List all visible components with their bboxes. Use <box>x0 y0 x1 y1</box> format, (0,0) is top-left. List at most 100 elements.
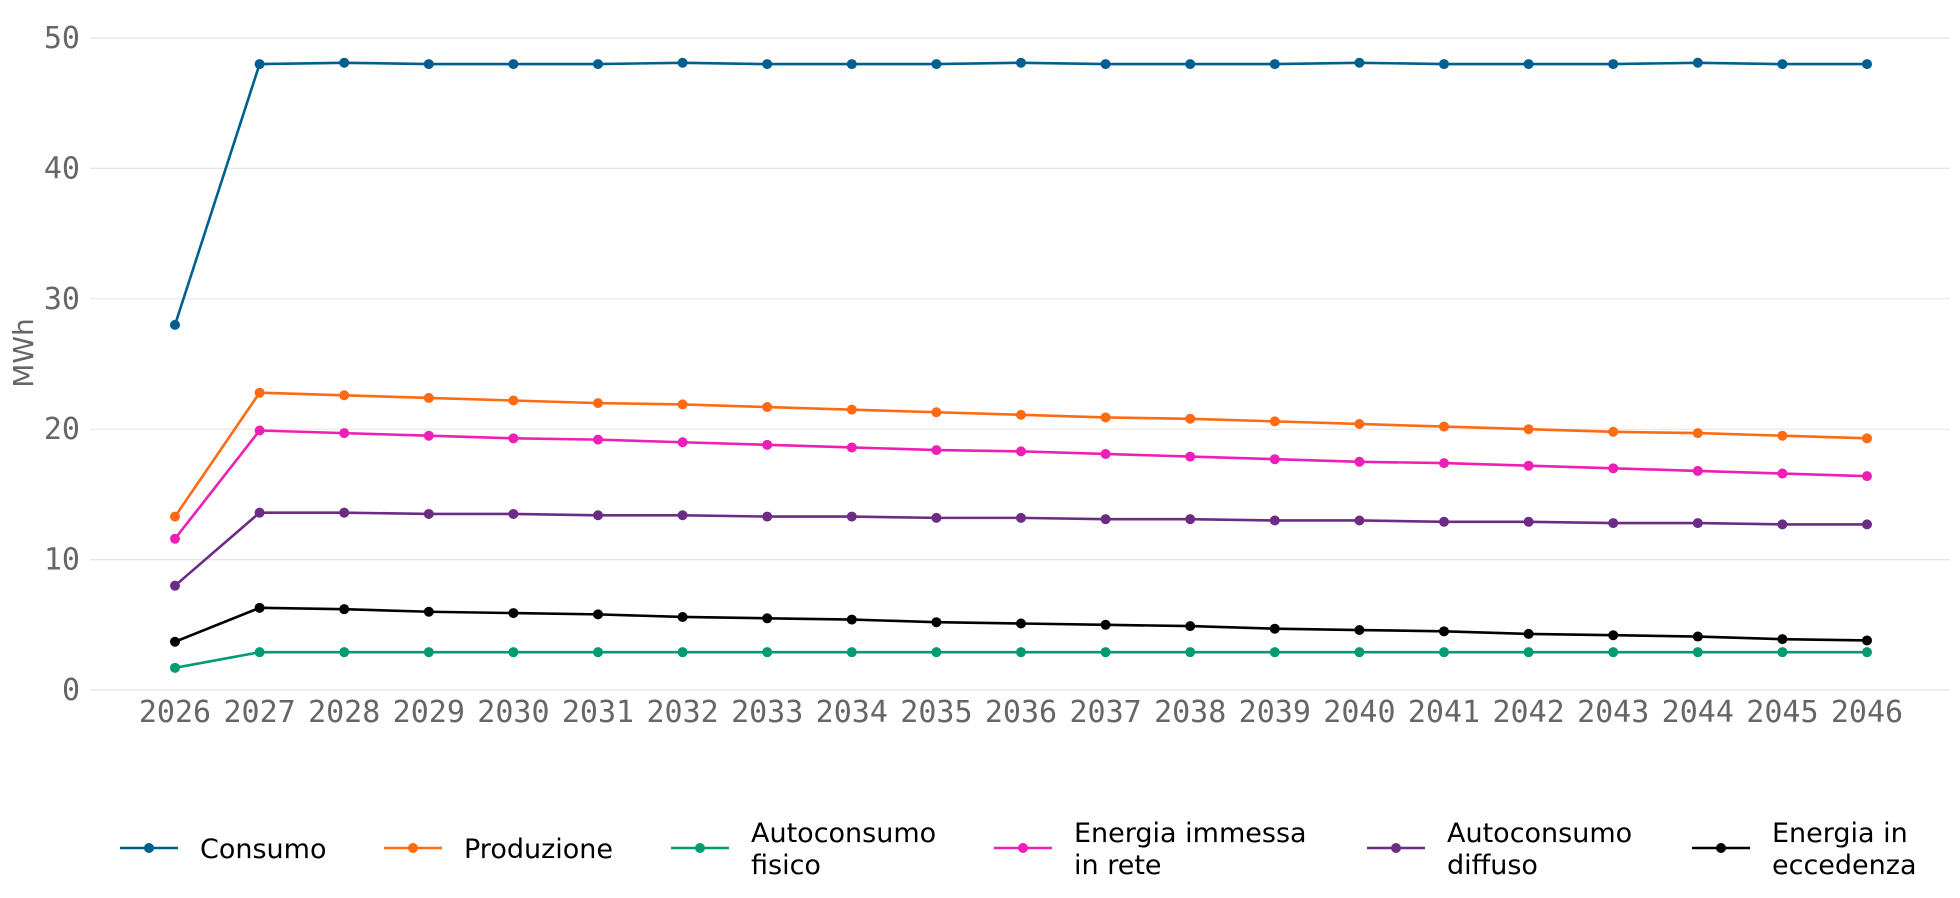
data-point <box>1523 647 1534 658</box>
data-point <box>339 428 350 439</box>
data-point <box>339 57 350 68</box>
x-tick-label: 2034 <box>816 695 888 730</box>
data-point <box>508 608 519 619</box>
data-point <box>1608 426 1619 437</box>
x-tick-label: 2030 <box>477 695 549 730</box>
data-point <box>1100 59 1111 70</box>
data-point <box>762 402 773 413</box>
data-point <box>1016 647 1026 658</box>
data-point <box>1269 59 1280 70</box>
data-point <box>931 445 942 456</box>
data-point <box>508 647 519 658</box>
y-tick-label: 20 <box>44 412 80 447</box>
x-tick-label: 2038 <box>1154 695 1226 730</box>
data-point <box>254 387 265 398</box>
data-point <box>931 59 942 70</box>
data-point <box>423 606 434 617</box>
data-point <box>846 614 857 625</box>
legend-swatch-marker <box>144 843 154 853</box>
data-point <box>1523 628 1534 639</box>
legend-label: Autoconsumo <box>751 818 936 849</box>
data-point <box>1269 623 1280 634</box>
x-tick-label: 2031 <box>562 695 634 730</box>
x-tick-label: 2026 <box>139 695 211 730</box>
legend-label: diffuso <box>1447 850 1538 881</box>
data-point <box>593 59 603 70</box>
data-point <box>1777 647 1788 658</box>
y-axis-title: MWh <box>7 318 40 388</box>
data-point <box>762 439 773 450</box>
y-tick-label: 0 <box>62 673 80 708</box>
x-tick-label: 2044 <box>1662 695 1734 730</box>
data-point <box>846 404 857 415</box>
series-group <box>170 507 1872 591</box>
data-point <box>1016 512 1026 523</box>
data-point <box>170 511 180 522</box>
data-point <box>931 617 942 628</box>
data-point <box>1523 59 1534 70</box>
data-point <box>846 647 857 658</box>
data-point <box>593 434 603 445</box>
data-point <box>1185 451 1196 462</box>
data-point <box>508 508 519 519</box>
data-point <box>762 647 773 658</box>
data-point <box>1608 463 1619 474</box>
series-lines <box>170 57 1872 673</box>
data-point <box>1016 446 1026 457</box>
data-point <box>1608 59 1619 70</box>
series-line <box>173 61 1867 326</box>
data-point <box>677 57 688 68</box>
x-tick-label: 2036 <box>985 695 1057 730</box>
data-point <box>1862 59 1872 70</box>
data-point <box>1016 409 1026 420</box>
data-point <box>1185 59 1196 70</box>
x-tick-label: 2041 <box>1408 695 1480 730</box>
series-group <box>170 647 1872 673</box>
data-point <box>1185 621 1196 632</box>
legend-item[interactable]: Consumo <box>120 834 326 865</box>
data-point <box>1354 625 1365 636</box>
data-point <box>1269 647 1280 658</box>
data-point <box>1862 635 1872 646</box>
legend-swatch-marker <box>408 843 418 853</box>
legend-label: fisico <box>751 850 821 881</box>
data-point <box>170 636 180 647</box>
legend[interactable]: Consumo ProduzioneAutoconsumofisicoEnergi… <box>120 818 1917 881</box>
data-point <box>423 430 434 441</box>
x-tick-label: 2039 <box>1239 695 1311 730</box>
x-tick-label: 2027 <box>223 695 295 730</box>
x-tick-label: 2035 <box>900 695 972 730</box>
y-tick-label: 40 <box>44 151 80 186</box>
data-point <box>1439 647 1449 658</box>
legend-swatch-marker <box>1716 843 1726 853</box>
data-point <box>593 647 603 658</box>
data-point <box>1269 454 1280 465</box>
data-point <box>677 611 688 622</box>
data-point <box>846 59 857 70</box>
legend-label: in rete <box>1074 850 1162 881</box>
data-point <box>1439 59 1449 70</box>
data-point <box>677 437 688 448</box>
x-axis-ticks: 2026 2027 2028 2029 2030 2031 2032 2033 2034 2035… <box>139 695 1903 730</box>
data-point <box>1523 460 1534 471</box>
data-point <box>1692 465 1703 476</box>
data-point <box>254 647 265 658</box>
legend-item[interactable]: Produzione <box>384 834 613 865</box>
data-point <box>931 647 942 658</box>
x-tick-label: 2040 <box>1323 695 1395 730</box>
legend-swatch-marker <box>695 843 705 853</box>
data-point <box>1523 424 1534 435</box>
data-point <box>339 507 350 518</box>
data-point <box>846 442 857 453</box>
data-point <box>1354 418 1365 429</box>
data-point <box>931 512 942 523</box>
data-point <box>677 647 688 658</box>
legend-label: Autoconsumo <box>1447 818 1632 849</box>
data-point <box>423 59 434 70</box>
series-group <box>170 387 1872 522</box>
data-point <box>170 580 180 591</box>
